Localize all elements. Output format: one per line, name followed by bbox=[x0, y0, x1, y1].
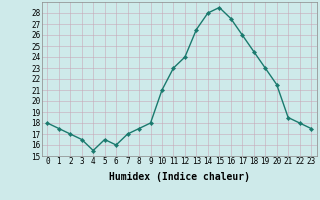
X-axis label: Humidex (Indice chaleur): Humidex (Indice chaleur) bbox=[109, 172, 250, 182]
